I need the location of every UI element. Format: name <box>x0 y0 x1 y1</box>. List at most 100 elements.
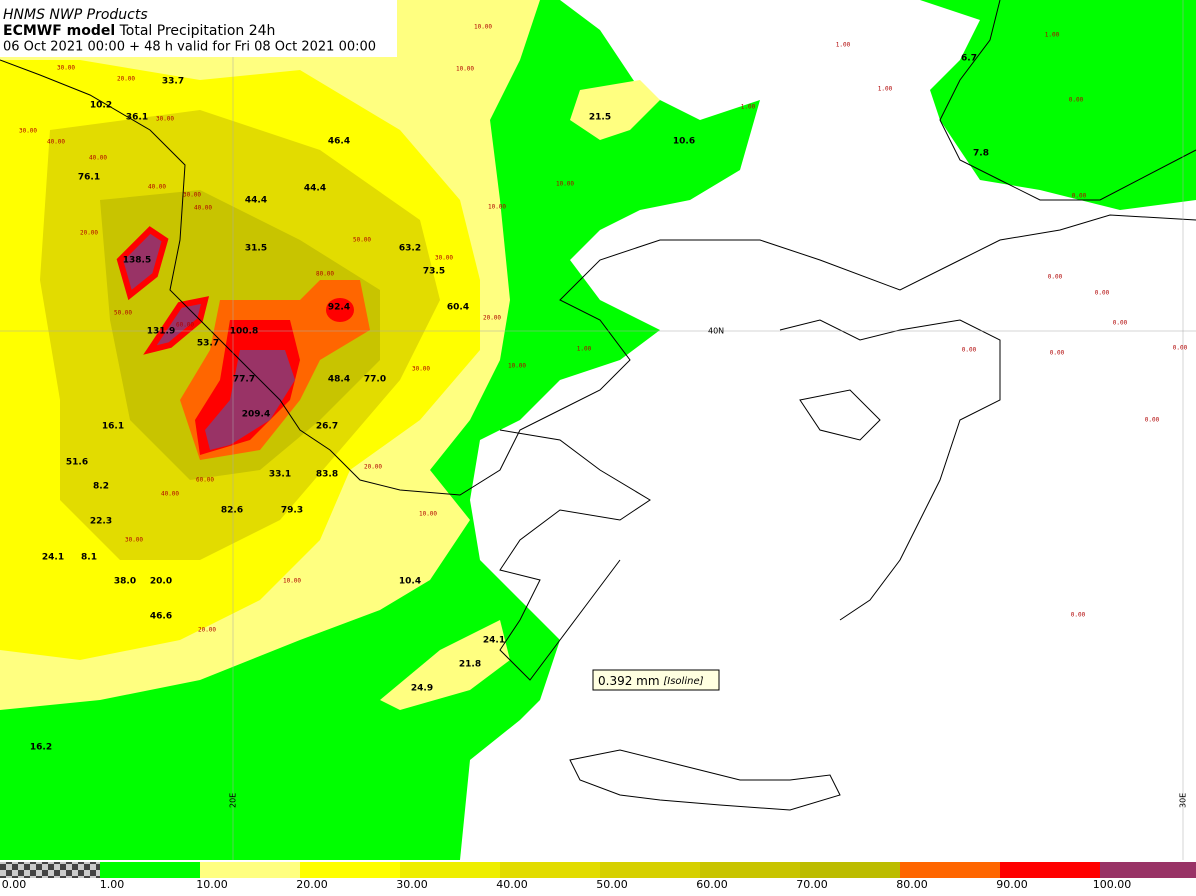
point-value: 16.1 <box>102 422 124 432</box>
legend-swatch <box>700 862 800 878</box>
point-value: 77.7 <box>233 375 255 385</box>
legend-label: 10.00 <box>196 878 228 891</box>
legend-swatch <box>100 862 200 878</box>
legend-label: 70.00 <box>796 878 828 891</box>
legend-label: 1.00 <box>100 878 125 891</box>
model-line: ECMWF model Total Precipitation 24h <box>3 23 275 39</box>
legend-swatch <box>1100 862 1196 878</box>
isoline-label: 20.00 <box>483 315 501 322</box>
grid-label: 20E <box>229 793 238 808</box>
legend: 0.00 1.00 10.00 20.00 30.00 40.00 50.00 60.00 70… <box>2 862 1196 891</box>
point-value: 46.4 <box>328 137 350 147</box>
field-10 <box>570 80 660 140</box>
point-value: 7.8 <box>973 149 989 159</box>
coastline <box>779 319 1001 621</box>
isoline-label: 1.00 <box>741 104 756 111</box>
field-green <box>920 0 1196 210</box>
legend-swatch <box>900 862 1000 878</box>
isoline-label: 30.00 <box>412 366 430 373</box>
point-value: 10.4 <box>399 577 421 587</box>
coastline <box>499 429 651 681</box>
isoline-label: 10.00 <box>488 204 506 211</box>
legend-label: 40.00 <box>496 878 528 891</box>
agency: HNMS NWP Products <box>3 7 148 23</box>
legend-swatch <box>500 862 600 878</box>
point-value: 53.7 <box>197 339 219 349</box>
isoline-label: 10.00 <box>508 363 526 370</box>
point-value: 82.6 <box>221 506 243 516</box>
point-value: 16.2 <box>30 743 52 753</box>
tooltip-kind: [Isoline] <box>663 676 703 687</box>
isoline-label: 30.00 <box>435 255 453 262</box>
coastline <box>939 0 1196 201</box>
isoline-label: 30.00 <box>57 65 75 72</box>
field-100 <box>205 350 295 450</box>
isoline-label: 30.00 <box>183 192 201 199</box>
grid-label: 30E <box>1179 793 1188 808</box>
point-value: 209.4 <box>242 410 270 420</box>
validity: 06 Oct 2021 00:00 + 48 h valid for Fri 0… <box>3 40 376 55</box>
isoline-label: 10.00 <box>419 511 437 518</box>
coastline <box>0 59 1196 496</box>
isoline-label: 10.00 <box>556 181 574 188</box>
field-10 <box>380 620 510 710</box>
isoline-label: 40.00 <box>161 491 179 498</box>
legend-label: 30.00 <box>396 878 428 891</box>
point-value: 24.1 <box>42 553 64 563</box>
isoline-label: 10.00 <box>456 66 474 73</box>
isoline-label: 80.00 <box>316 271 334 278</box>
isoline-label: 50.00 <box>114 310 132 317</box>
isoline-label: 30.00 <box>125 537 143 544</box>
point-value: 48.4 <box>328 375 350 385</box>
isoline-label: 60.00 <box>176 322 194 329</box>
isoline-label: 10.00 <box>474 24 492 31</box>
isoline-label: 0.00 <box>1071 612 1086 619</box>
point-value: 10.6 <box>673 137 695 147</box>
isoline-label: 0.00 <box>1113 320 1128 327</box>
isoline-label: 20.00 <box>80 230 98 237</box>
grid-label: 40N <box>708 327 724 336</box>
tooltip <box>592 669 720 691</box>
legend-swatch <box>1000 862 1100 878</box>
point-value: 131.9 <box>147 327 175 337</box>
point-value: 138.5 <box>123 256 151 266</box>
point-value: 8.2 <box>93 482 109 492</box>
point-value: 63.2 <box>399 244 421 254</box>
field-90 <box>326 298 354 322</box>
isoline-label: 1.00 <box>836 42 851 49</box>
point-value: 24.9 <box>411 684 433 694</box>
point-value: 6.7 <box>961 54 977 64</box>
field-100 <box>116 226 169 301</box>
isoline-label: 1.00 <box>878 86 893 93</box>
legend-label: 0.00 <box>2 878 27 891</box>
point-value: 46.6 <box>150 612 172 622</box>
legend-label: 80.00 <box>896 878 928 891</box>
point-value: 38.0 <box>114 577 136 587</box>
isoline-label: 60.00 <box>196 477 214 484</box>
isoline-label: 0.00 <box>1069 97 1084 104</box>
point-value: 8.1 <box>81 553 97 563</box>
point-value: 21.5 <box>589 113 611 123</box>
isoline-label: 10.00 <box>283 578 301 585</box>
tooltip-text: 0.392 mm [Isoline] <box>598 674 704 688</box>
point-value: 100.8 <box>230 327 258 337</box>
product: Total Precipitation 24h <box>119 23 276 39</box>
point-value: 33.7 <box>162 77 184 87</box>
point-value: 60.4 <box>447 303 469 313</box>
isoline-label: 0.00 <box>1095 290 1110 297</box>
point-value: 79.3 <box>281 506 303 516</box>
point-value: 77.0 <box>364 375 386 385</box>
field-100 <box>143 296 210 355</box>
point-value: 83.8 <box>316 470 338 480</box>
isoline-label: 0.00 <box>1173 345 1188 352</box>
point-value: 36.1 <box>126 113 148 123</box>
point-value: 31.5 <box>245 244 267 254</box>
isoline-label: 0.00 <box>1048 274 1063 281</box>
isoline-label: 20.00 <box>198 627 216 634</box>
point-value: 44.4 <box>304 184 326 194</box>
legend-swatch <box>200 862 300 878</box>
point-value: 10.2 <box>90 101 112 111</box>
legend-label: 100.00 <box>1093 878 1132 891</box>
legend-label: 90.00 <box>996 878 1028 891</box>
